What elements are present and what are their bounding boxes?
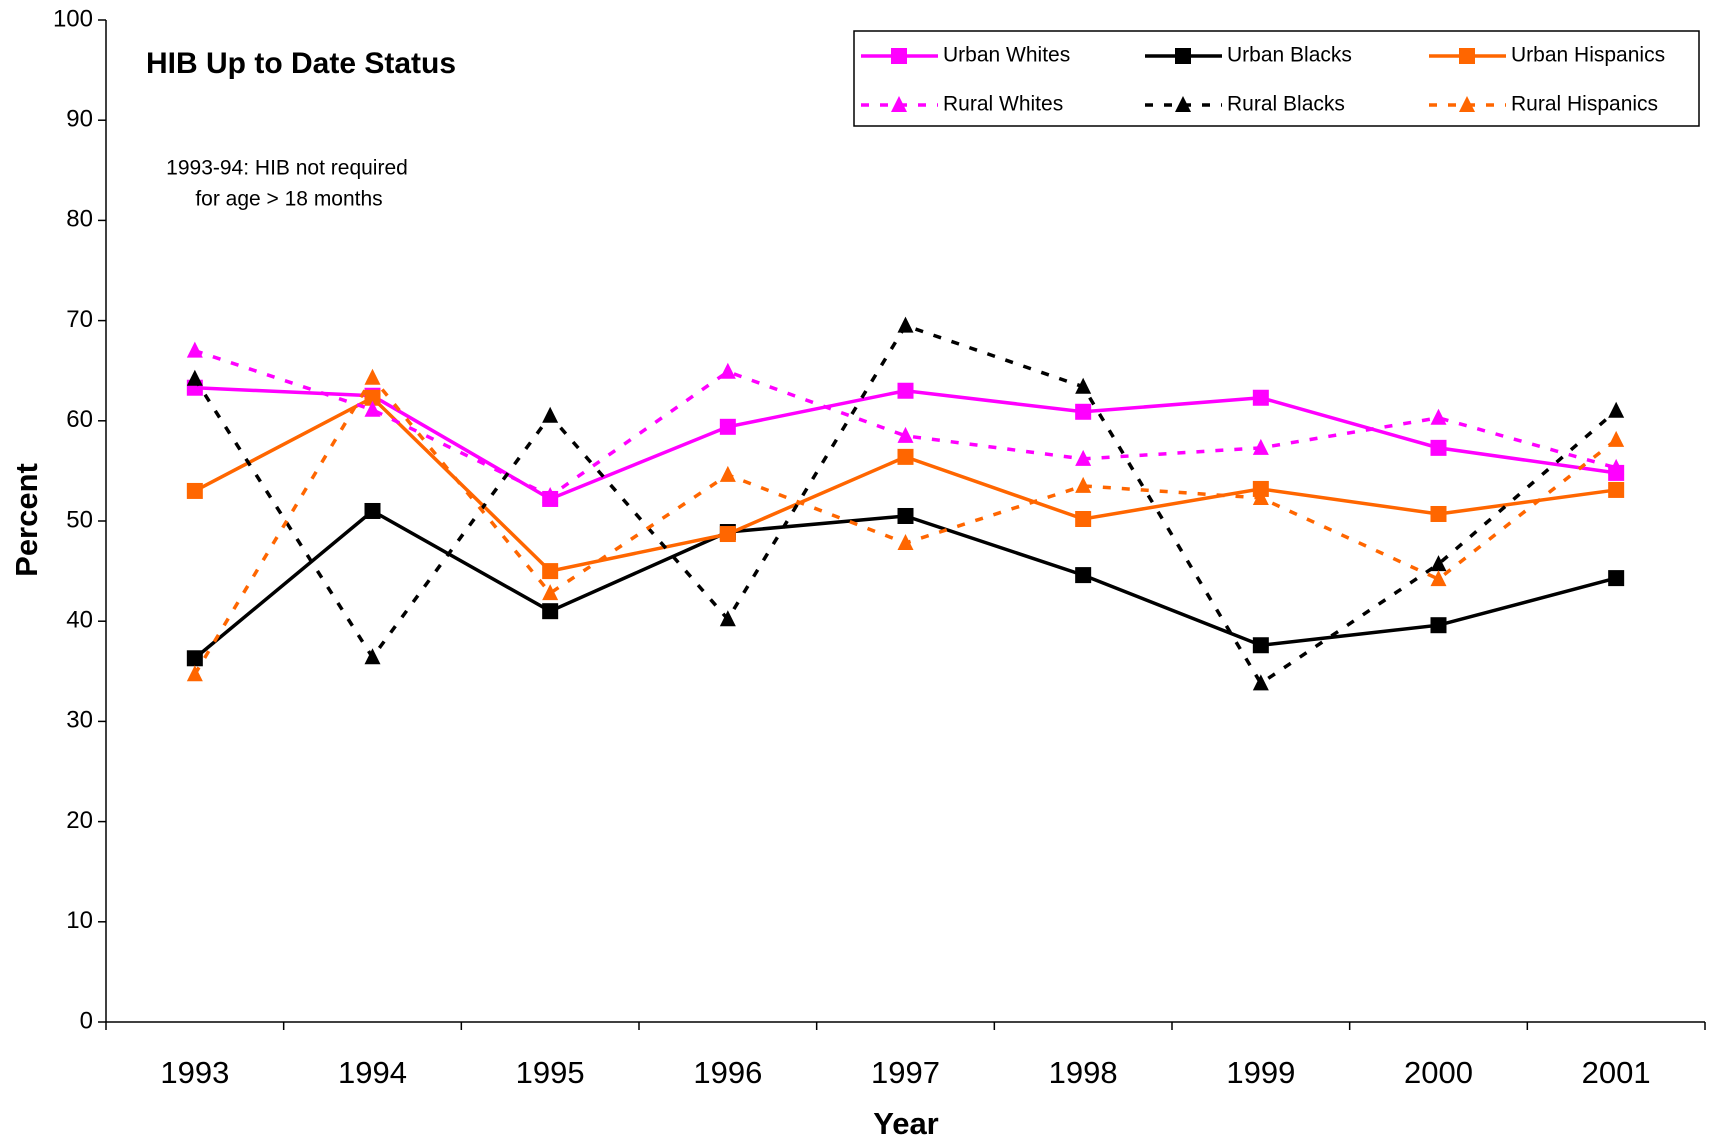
y-tick-label: 20: [66, 807, 93, 834]
legend-marker: [891, 48, 907, 64]
marker: [364, 648, 381, 665]
y-tick-label: 30: [66, 707, 93, 734]
marker: [364, 400, 381, 417]
legend-marker: [1175, 96, 1191, 112]
legend-label: Rural Hispanics: [1511, 93, 1658, 116]
marker: [1252, 480, 1269, 497]
y-tick-label: 90: [66, 106, 93, 133]
marker: [364, 502, 381, 519]
y-tick-label: 40: [66, 607, 93, 634]
chart-title: HIB Up to Date Status: [146, 47, 456, 80]
x-tick-label: 1999: [1226, 1055, 1295, 1090]
marker: [542, 563, 559, 580]
marker: [186, 369, 203, 386]
annotation: for age > 18 months: [195, 188, 382, 211]
marker: [897, 426, 914, 443]
marker: [1252, 488, 1269, 505]
marker: [364, 389, 381, 406]
x-tick-label: 2000: [1404, 1055, 1473, 1090]
y-tick-label: 70: [66, 306, 93, 333]
marker: [1608, 481, 1625, 498]
legend-label: Urban Hispanics: [1511, 44, 1665, 67]
marker: [719, 610, 736, 627]
series-line: [194, 385, 1617, 501]
marker: [1608, 401, 1625, 418]
marker: [186, 650, 203, 667]
legend-marker: [891, 96, 907, 112]
x-tick-label: 1993: [160, 1055, 229, 1090]
marker: [1608, 458, 1625, 475]
marker: [1075, 567, 1092, 584]
marker: [1430, 555, 1447, 572]
marker: [1430, 408, 1447, 425]
marker: [542, 603, 559, 620]
y-tick-label: 60: [66, 406, 93, 433]
marker: [364, 368, 381, 385]
marker: [1075, 377, 1092, 394]
marker: [542, 406, 559, 423]
marker: [897, 507, 914, 524]
legend-label: Urban Whites: [943, 44, 1070, 67]
marker: [897, 534, 914, 551]
legend-label: Urban Blacks: [1227, 44, 1352, 67]
marker: [1252, 438, 1269, 455]
marker: [719, 526, 736, 543]
marker: [542, 584, 559, 601]
series-line: [194, 348, 1617, 498]
series-line: [193, 508, 1617, 660]
marker: [186, 665, 203, 682]
marker: [1252, 674, 1269, 691]
legend-marker: [1459, 96, 1475, 112]
marker: [1608, 570, 1625, 587]
y-tick-label: 80: [66, 206, 93, 233]
x-axis-label: Year: [873, 1106, 939, 1141]
legend-marker: [1459, 48, 1475, 64]
legend-box: [853, 30, 1700, 127]
marker: [897, 448, 914, 465]
x-tick-label: 1996: [693, 1055, 762, 1090]
y-tick-label: 50: [66, 506, 93, 533]
y-tick-label: 100: [53, 5, 93, 32]
y-axis-label: Percent: [9, 463, 44, 577]
marker: [1075, 403, 1092, 420]
marker: [719, 362, 736, 379]
annotation: 1993-94: HIB not required: [166, 157, 408, 180]
marker: [719, 418, 736, 435]
marker: [1075, 510, 1092, 527]
marker: [542, 486, 559, 503]
marker: [1075, 449, 1092, 466]
x-tick-label: 1994: [338, 1055, 407, 1090]
marker: [897, 316, 914, 333]
marker: [719, 465, 736, 482]
marker: [1252, 637, 1269, 654]
x-tick-label: 1998: [1049, 1055, 1118, 1090]
legend-label: Rural Blacks: [1227, 93, 1345, 116]
x-tick-label: 2001: [1582, 1055, 1651, 1090]
marker: [1430, 570, 1447, 587]
y-tick-label: 0: [80, 1007, 93, 1034]
marker: [1252, 389, 1269, 406]
marker: [186, 482, 203, 499]
series-line: [193, 323, 1618, 686]
marker: [1430, 617, 1447, 634]
y-tick-label: 10: [66, 907, 93, 934]
legend-label: Rural Whites: [943, 93, 1063, 116]
x-tick-label: 1995: [516, 1055, 585, 1090]
marker: [1430, 505, 1447, 522]
marker: [186, 341, 203, 358]
marker: [1608, 430, 1625, 447]
x-tick-label: 1997: [871, 1055, 940, 1090]
marker: [897, 382, 914, 399]
legend-marker: [1175, 48, 1191, 64]
marker: [1075, 476, 1092, 493]
marker: [1430, 439, 1447, 456]
